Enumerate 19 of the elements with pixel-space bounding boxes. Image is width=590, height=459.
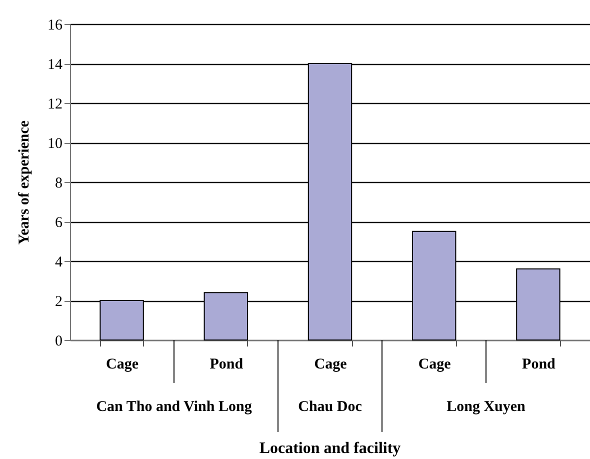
text: Chau Doc: [298, 399, 362, 415]
text: Long Xuyen: [446, 399, 526, 415]
y-axis-title: Years of experience: [16, 120, 32, 245]
y-tick-label: 10: [48, 136, 62, 152]
text: Can Tho and Vinh Long: [96, 399, 252, 415]
y-tick-label: 4: [55, 254, 63, 270]
y-tick-label: 12: [48, 96, 62, 112]
x-tick-label: Pond: [210, 356, 244, 372]
y-tick-label: 0: [55, 334, 62, 350]
x-tick-label: Cage: [314, 356, 348, 372]
x-tick-label: Cage: [106, 356, 139, 372]
y-tick-label: 16: [48, 18, 63, 34]
x-tick-label: Cage: [418, 356, 452, 372]
y-tick-label: 6: [55, 215, 63, 231]
y-tick-label: 8: [55, 176, 62, 192]
x-axis-title: Location and facility: [259, 440, 401, 457]
y-tick-label: 14: [48, 57, 63, 73]
x-tick-label: Pond: [522, 356, 556, 372]
y-tick-label: 2: [55, 294, 62, 310]
